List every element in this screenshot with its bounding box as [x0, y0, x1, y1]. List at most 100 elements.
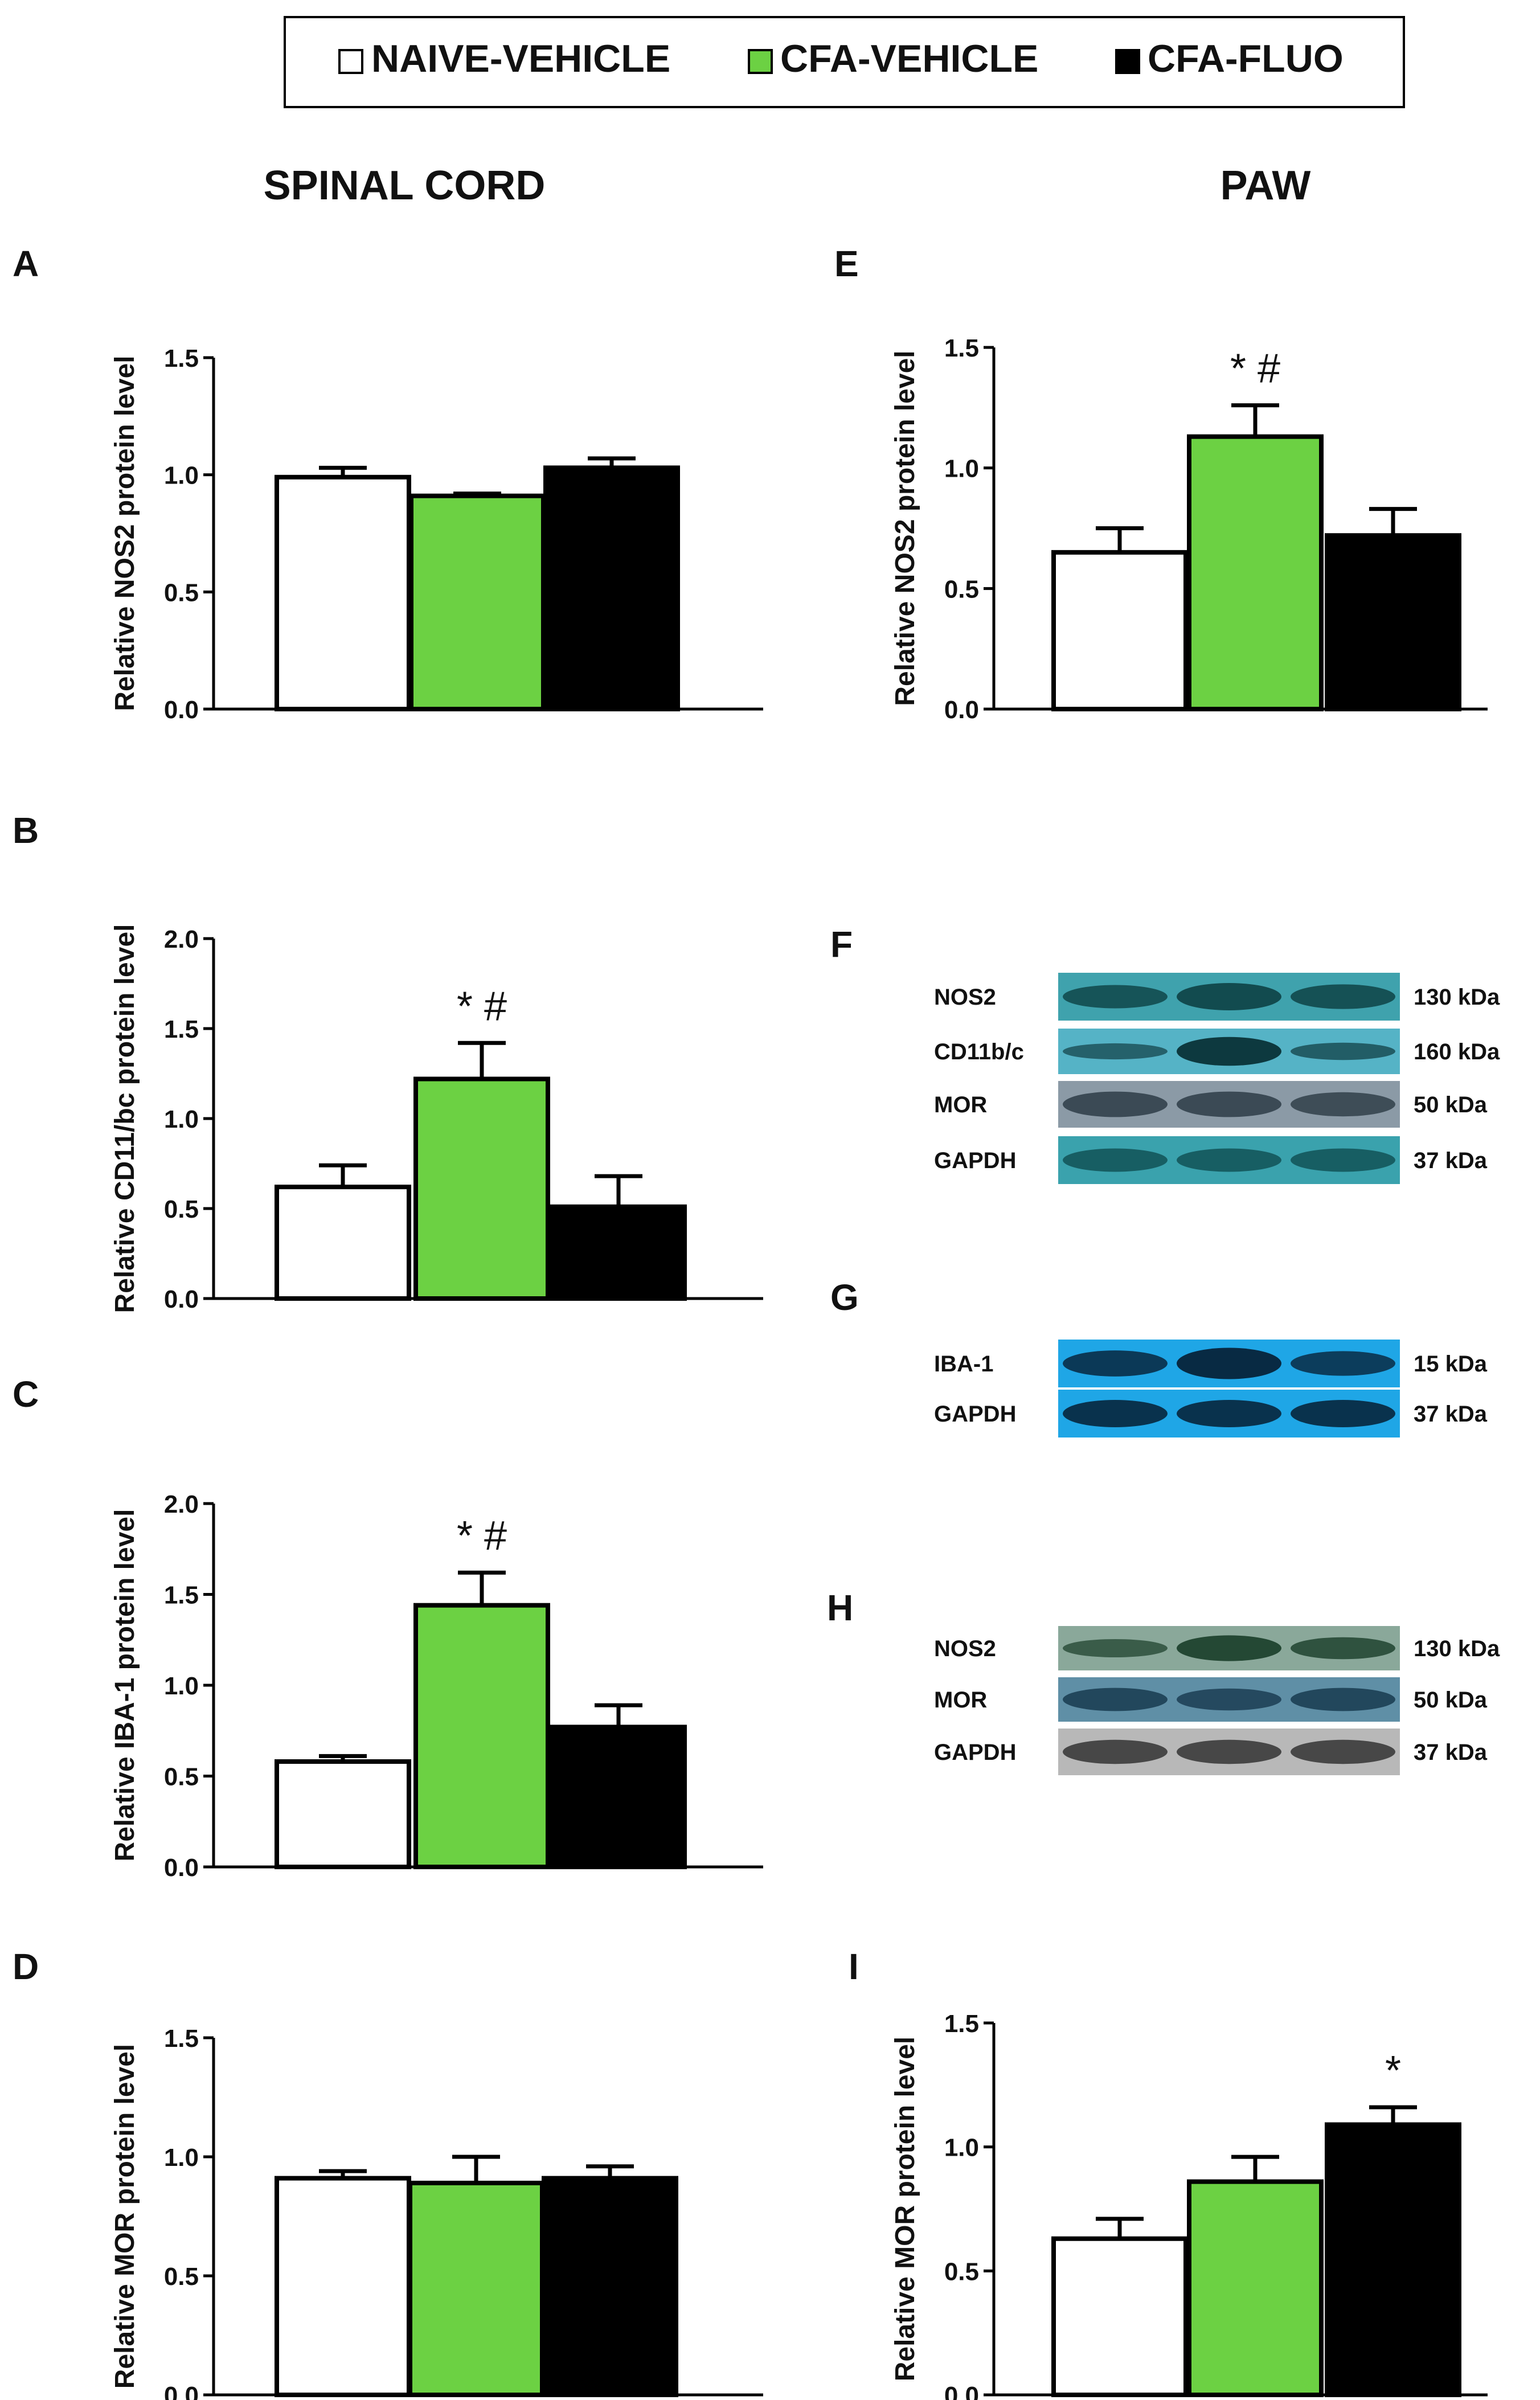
- y-tick-label-c-1: 0.5: [164, 1763, 199, 1791]
- significance-i-3: *: [1385, 2048, 1401, 2094]
- y-tick-label-i-0: 0.0: [944, 2382, 979, 2400]
- y-tick-label-i-1: 0.5: [944, 2258, 979, 2286]
- blot-band-f-nos2-3: [1291, 984, 1395, 1009]
- bar-i-naive-vehicle: [1051, 2236, 1188, 2397]
- legend-swatch-naive-vehicle: [338, 49, 363, 74]
- blot-kda-label-g-gapdh: 37 kDa: [1414, 1402, 1488, 1427]
- blot-band-f-mor-1: [1063, 1091, 1168, 1117]
- y-tick-label-b-1: 0.5: [164, 1195, 199, 1223]
- panel-letter-a: A: [13, 243, 39, 284]
- y-tick-label-a-2: 1.0: [164, 462, 199, 490]
- significance-e-2: * #: [1230, 346, 1280, 392]
- blot-protein-label-g-iba-1: IBA-1: [934, 1351, 993, 1377]
- header-paw: PAW: [1220, 163, 1311, 208]
- chart-b: * # 0.0 0.5 1.0 1.5 2.0 Relative CD11/bc prote…: [110, 924, 763, 1313]
- chart-e: * # 0.0 0.5 1.0 1.5 Relative NOS2 protein lev…: [890, 334, 1488, 724]
- y-tick-label-c-3: 1.5: [164, 1582, 199, 1609]
- blot-band-g-iba-1-3: [1291, 1351, 1395, 1376]
- legend-swatch-cfa-vehicle: [748, 49, 773, 74]
- western-blots: NOS2 130 kDa CD11b/c 160 kDa MOR 50 kDa GAPDH 3…: [934, 973, 1500, 1775]
- y-axis-label-b: Relative CD11/bc protein level: [110, 924, 140, 1313]
- bar-b-naive-vehicle: [275, 1185, 411, 1301]
- blot-band-g-gapdh-3: [1291, 1400, 1395, 1427]
- blot-band-h-nos2-3: [1291, 1637, 1395, 1660]
- blot-band-h-nos2-2: [1177, 1635, 1281, 1661]
- blot-band-h-gapdh-1: [1063, 1739, 1168, 1764]
- y-tick-label-d-3: 1.5: [164, 2025, 199, 2053]
- bar-d-naive-vehicle: [275, 2176, 411, 2398]
- y-tick-label-d-0: 0.0: [164, 2382, 199, 2400]
- y-axis-label-e: Relative NOS2 protein level: [890, 350, 920, 706]
- blot-band-f-gapdh-3: [1291, 1148, 1395, 1172]
- header-spinal-cord: SPINAL CORD: [264, 163, 546, 208]
- y-tick-label-a-3: 1.5: [164, 345, 199, 372]
- bar-e-cfa-vehicle: [1187, 434, 1324, 712]
- blot-kda-label-f-cd11b-c: 160 kDa: [1414, 1039, 1500, 1064]
- blot-band-g-iba-1-1: [1063, 1350, 1168, 1377]
- panel-letter-i: I: [849, 1946, 859, 1987]
- blot-band-h-mor-3: [1291, 1688, 1395, 1711]
- blot-band-g-iba-1-2: [1177, 1348, 1281, 1379]
- blot-band-f-nos2-1: [1063, 985, 1168, 1009]
- blot-kda-label-f-mor: 50 kDa: [1414, 1092, 1488, 1117]
- blot-protein-label-h-gapdh: GAPDH: [934, 1740, 1016, 1765]
- chart-d: 0.0 0.5 1.0 1.5 Relative MOR protein level: [110, 2025, 763, 2400]
- panel-letter-c: C: [13, 1374, 39, 1415]
- y-axis-label-d: Relative MOR protein level: [110, 2044, 140, 2389]
- blot-band-h-gapdh-3: [1291, 1739, 1395, 1764]
- chart-c: * # 0.0 0.5 1.0 1.5 2.0 Relative IBA-1 protein…: [110, 1490, 763, 1882]
- y-axis-label-a: Relative NOS2 protein level: [110, 355, 140, 711]
- legend-label-naive-vehicle: NAIVE-VEHICLE: [371, 37, 670, 80]
- legend-label-cfa-vehicle: CFA-VEHICLE: [780, 37, 1038, 80]
- blot-protein-label-f-mor: MOR: [934, 1092, 987, 1117]
- blot-kda-label-h-gapdh: 37 kDa: [1414, 1740, 1488, 1765]
- y-tick-label-b-3: 1.5: [164, 1015, 199, 1043]
- bar-e-naive-vehicle: [1051, 550, 1188, 711]
- y-tick-label-b-2: 1.0: [164, 1105, 199, 1133]
- blot-band-g-gapdh-2: [1177, 1400, 1281, 1427]
- significance-b-2: * #: [457, 984, 507, 1029]
- blot-protein-label-h-mor: MOR: [934, 1688, 987, 1713]
- y-tick-label-b-0: 0.0: [164, 1285, 199, 1313]
- blot-kda-label-h-nos2: 130 kDa: [1414, 1636, 1500, 1661]
- blot-band-f-nos2-2: [1177, 983, 1281, 1010]
- panel-letter-h: H: [827, 1587, 853, 1628]
- blot-g: IBA-1 15 kDa GAPDH 37 kDa: [934, 1340, 1488, 1437]
- y-tick-label-a-0: 0.0: [164, 696, 199, 724]
- bar-a-cfa-vehicle: [409, 493, 546, 711]
- y-tick-label-i-2: 1.0: [944, 2134, 979, 2162]
- legend-label-cfa-fluo: CFA-FLUO: [1148, 37, 1344, 80]
- bar-c-cfa-fluo: [550, 1725, 687, 1870]
- bar-i-cfa-vehicle: [1187, 2179, 1324, 2397]
- y-tick-label-a-1: 0.5: [164, 579, 199, 607]
- bar-b-cfa-fluo: [550, 1204, 687, 1301]
- bar-b-cfa-vehicle: [413, 1076, 550, 1301]
- y-tick-label-i-3: 1.5: [944, 2010, 979, 2038]
- y-tick-label-e-1: 0.5: [944, 575, 979, 603]
- blot-band-g-gapdh-1: [1063, 1400, 1168, 1427]
- blot-band-h-mor-2: [1177, 1688, 1281, 1711]
- significance-c-2: * #: [457, 1513, 507, 1559]
- y-tick-label-c-2: 1.0: [164, 1672, 199, 1700]
- bar-a-cfa-fluo: [543, 465, 680, 711]
- blot-band-f-gapdh-2: [1177, 1148, 1281, 1172]
- blot-band-f-cd11b-c-2: [1177, 1037, 1281, 1066]
- legend: NAIVE-VEHICLE CFA-VEHICLE CFA-FLUO: [284, 16, 1405, 108]
- chart-i: * 0.0 0.5 1.0 1.5 Relative MOR protein level: [890, 2010, 1488, 2400]
- bar-i-cfa-fluo: [1325, 2122, 1461, 2397]
- bar-d-cfa-fluo: [542, 2176, 678, 2398]
- panel-letter-e: E: [834, 243, 859, 284]
- y-tick-label-d-1: 0.5: [164, 2263, 199, 2291]
- bar-c-cfa-vehicle: [413, 1603, 550, 1869]
- blot-protein-label-f-nos2: NOS2: [934, 985, 996, 1010]
- blot-protein-label-g-gapdh: GAPDH: [934, 1402, 1016, 1427]
- blot-f: NOS2 130 kDa CD11b/c 160 kDa MOR 50 kDa GAPDH 3…: [934, 973, 1500, 1184]
- blot-kda-label-f-gapdh: 37 kDa: [1414, 1148, 1488, 1173]
- blot-band-h-gapdh-2: [1177, 1739, 1281, 1764]
- panel-letter-g: G: [830, 1277, 859, 1318]
- legend-frame: [284, 16, 1405, 108]
- bar-a-naive-vehicle: [275, 474, 411, 712]
- blot-kda-label-g-iba-1: 15 kDa: [1414, 1351, 1488, 1377]
- blot-band-f-mor-2: [1177, 1091, 1281, 1117]
